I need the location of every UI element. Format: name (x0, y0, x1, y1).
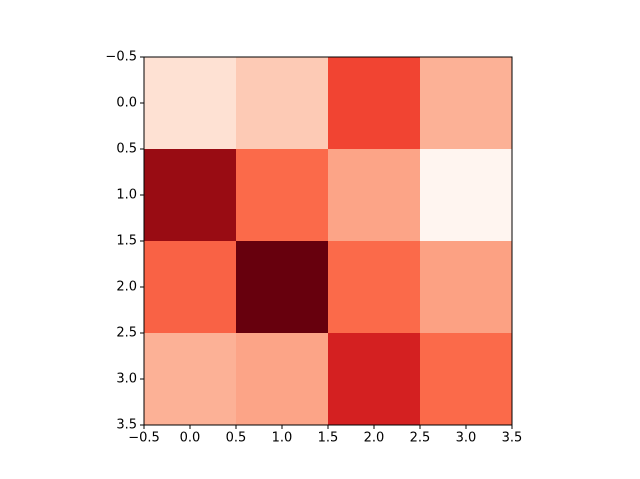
x-tick-label: 0.0 (180, 431, 201, 446)
y-tick-label: −0.5 (105, 50, 137, 65)
heatmap-cell (328, 241, 420, 333)
heatmap-cell (420, 241, 512, 333)
heatmap-cell (420, 57, 512, 149)
x-tick-label: 2.5 (410, 431, 431, 446)
y-tick-label: 3.0 (116, 372, 137, 387)
heatmap-cell (144, 149, 236, 241)
y-tick-label: 1.5 (116, 234, 137, 249)
y-tick-label: 0.5 (116, 142, 137, 157)
heatmap-cell (236, 149, 328, 241)
x-tick-label: 0.5 (226, 431, 247, 446)
heatmap-cell (236, 333, 328, 425)
y-tick-label: 2.0 (116, 280, 137, 295)
x-tick-label: 2.0 (364, 431, 385, 446)
x-tick-label: 3.5 (502, 431, 523, 446)
heatmap-cell (420, 333, 512, 425)
y-tick-label: 0.0 (116, 96, 137, 111)
heatmap-cell (328, 57, 420, 149)
heatmap-cell (236, 241, 328, 333)
y-tick-label: 2.5 (116, 326, 137, 341)
heatmap-cell (328, 149, 420, 241)
heatmap-cell (144, 57, 236, 149)
x-tick-label: 1.5 (318, 431, 339, 446)
heatmap-cell (144, 241, 236, 333)
heatmap-cell (144, 333, 236, 425)
heatmap-cell (236, 57, 328, 149)
x-tick-label: −0.5 (128, 431, 160, 446)
x-tick-label: 1.0 (272, 431, 293, 446)
heatmap-cell (328, 333, 420, 425)
y-tick-label: 1.0 (116, 188, 137, 203)
x-tick-label: 3.0 (456, 431, 477, 446)
heatmap-cell (420, 149, 512, 241)
y-tick-label: 3.5 (116, 418, 137, 433)
